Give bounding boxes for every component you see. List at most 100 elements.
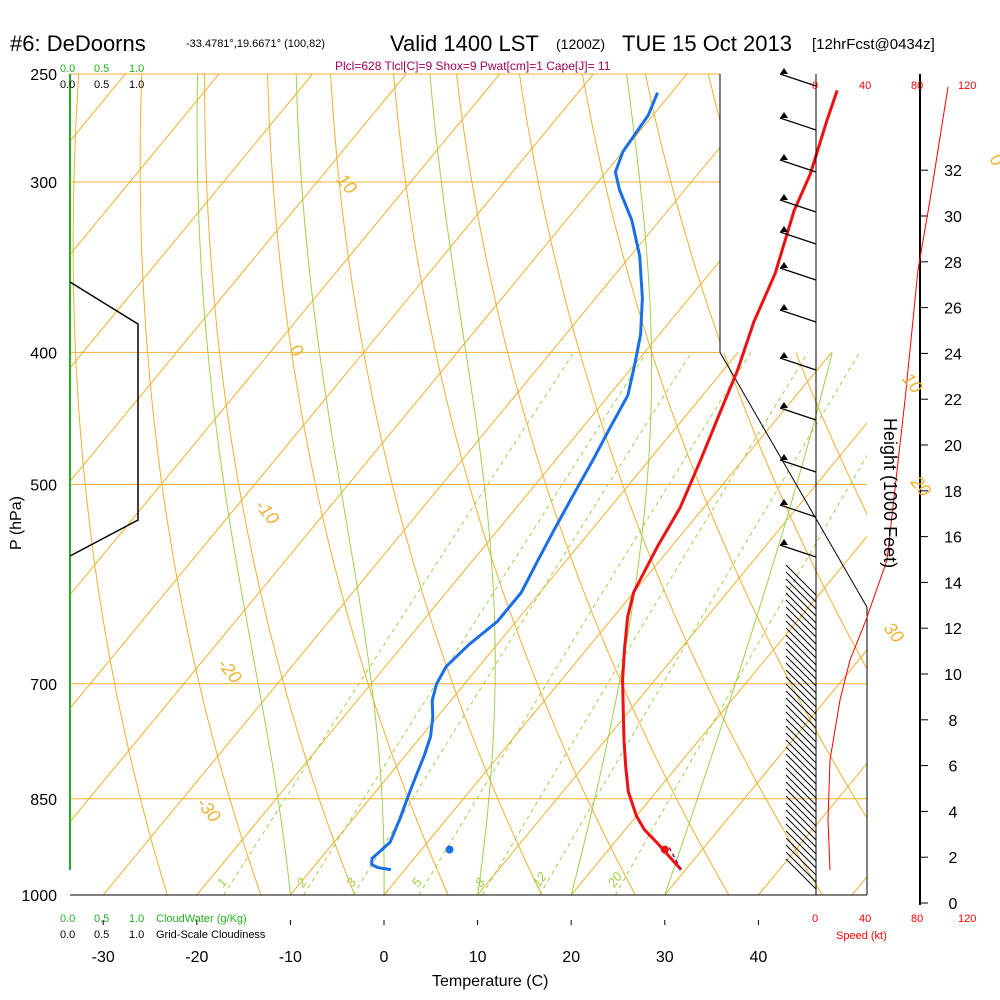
station-coords: -33.4781°,19.6671° (100,82) bbox=[186, 38, 325, 50]
height-tick-label: 18 bbox=[944, 484, 962, 501]
height-tick-label: 4 bbox=[949, 804, 958, 821]
dry-adiabat-lines bbox=[72, 74, 867, 895]
wind-barb-shaft bbox=[785, 634, 817, 666]
wind-barb-shaft bbox=[785, 718, 817, 750]
moist-adiabat bbox=[429, 74, 496, 895]
speed-axis-bottom: 0 40 80 120 Speed (kt) bbox=[812, 913, 976, 942]
height-tick-label: 10 bbox=[944, 667, 962, 684]
wind-barb-shaft bbox=[785, 788, 817, 820]
wind-barb-shaft bbox=[785, 774, 817, 806]
wind-barb-shaft bbox=[785, 690, 817, 722]
pressure-tick-label: 1000 bbox=[21, 888, 57, 905]
cloudiness-bottom-tick-0: 0.0 bbox=[60, 929, 75, 941]
x-tick-label: 0 bbox=[380, 949, 389, 966]
moist-adiabat bbox=[196, 74, 291, 895]
height-tick-label: 26 bbox=[944, 301, 962, 318]
wind-barb-shaft bbox=[785, 606, 817, 638]
wind-barb-shaft bbox=[779, 309, 817, 323]
wind-barb-shaft bbox=[785, 795, 817, 827]
isotherm-line bbox=[70, 74, 220, 895]
height-tick-label: 6 bbox=[949, 759, 958, 776]
wind-barb-shaft bbox=[785, 585, 817, 617]
pressure-tick-label: 250 bbox=[30, 67, 57, 84]
speed-bottom-tick-1: 40 bbox=[859, 913, 871, 925]
speed-top-tick-2: 80 bbox=[911, 80, 923, 92]
speed-bottom-tick-3: 120 bbox=[958, 913, 976, 925]
wind-barb-flag bbox=[780, 68, 788, 74]
wind-barb-shaft bbox=[785, 669, 817, 701]
cloudwater-bottom-tick-0: 0.0 bbox=[60, 913, 75, 925]
wind-barb-shaft bbox=[785, 648, 817, 680]
cloudwater-top-scale: 0.0 0.5 1.0 0.0 0.5 1.0 bbox=[60, 63, 144, 91]
speed-top-tick-1: 40 bbox=[859, 80, 871, 92]
wind-barb-shaft bbox=[785, 830, 817, 862]
cloudwater-tick-2: 1.0 bbox=[129, 63, 144, 75]
frame-right-lower bbox=[719, 352, 868, 895]
wind-barb-shaft bbox=[779, 159, 817, 173]
x-tick-label: -30 bbox=[92, 949, 115, 966]
wind-barbs bbox=[779, 68, 817, 890]
cloudiness-bottom-tick-1: 0.5 bbox=[94, 929, 109, 941]
wind-barb-shaft bbox=[785, 781, 817, 813]
wind-barb-shaft bbox=[785, 858, 817, 890]
temperature-line bbox=[621, 89, 839, 871]
wind-barb-flag bbox=[780, 194, 788, 200]
wind-barb-shaft bbox=[785, 753, 817, 785]
wind-barb-shaft bbox=[785, 571, 817, 603]
isotherm-label: 0 bbox=[986, 150, 1000, 171]
wind-barb-shaft bbox=[785, 711, 817, 743]
wind-barb-shaft bbox=[785, 809, 817, 841]
wind-barb-flag bbox=[780, 112, 788, 118]
wind-barb-shaft bbox=[785, 739, 817, 771]
cloudiness-tick-0: 0.0 bbox=[60, 79, 75, 91]
x-tick-label: -20 bbox=[185, 949, 208, 966]
height-tick-label: 24 bbox=[944, 346, 962, 363]
wind-barb-shaft bbox=[785, 641, 817, 673]
cloudiness-bottom-tick-2: 1.0 bbox=[129, 929, 144, 941]
wind-barb-shaft bbox=[785, 844, 817, 876]
wind-barb-shaft bbox=[785, 599, 817, 631]
x-axis-title: Temperature (C) bbox=[432, 973, 548, 990]
wind-barb-shaft bbox=[785, 578, 817, 610]
height-tick-label: 14 bbox=[944, 575, 962, 592]
wind-barb-shaft bbox=[785, 837, 817, 869]
height-tick-label: 20 bbox=[944, 438, 962, 455]
dry-adiabat bbox=[640, 74, 867, 895]
dry-adiabat bbox=[139, 74, 262, 895]
sounding-series bbox=[370, 89, 839, 872]
dry-adiabat bbox=[515, 74, 823, 895]
wind-barb-shaft bbox=[785, 851, 817, 883]
x-tick-label: 30 bbox=[656, 949, 674, 966]
cloudiness-tick-2: 1.0 bbox=[129, 79, 144, 91]
height-tick-label: 22 bbox=[944, 392, 962, 409]
wind-barb-flag bbox=[780, 402, 788, 408]
wind-speed-profile bbox=[815, 74, 949, 895]
wind-barb-shaft bbox=[785, 676, 817, 708]
wind-barb-flag bbox=[780, 226, 788, 232]
wind-barb-flag bbox=[780, 352, 788, 358]
wind-barb-shaft bbox=[785, 655, 817, 687]
wind-barb-shaft bbox=[785, 697, 817, 729]
wind-barb-shaft bbox=[779, 117, 817, 131]
wind-barb-shaft bbox=[785, 620, 817, 652]
height-tick-label: 30 bbox=[944, 209, 962, 226]
valid-time: Valid 1400 LST bbox=[390, 31, 539, 56]
wind-barb-shaft bbox=[785, 732, 817, 764]
forecast-tag: [12hrFcst@0434z] bbox=[812, 36, 935, 53]
mixing-ratio-line bbox=[303, 352, 648, 895]
dry-adiabat bbox=[453, 74, 730, 895]
wind-barb-shaft bbox=[779, 544, 817, 558]
speed-bottom-tick-2: 80 bbox=[911, 913, 923, 925]
pressure-tick-label: 300 bbox=[30, 175, 57, 192]
speed-top-tick-0: 0 bbox=[812, 80, 818, 92]
mixing-ratio-line bbox=[481, 352, 809, 895]
isotherm-label: 30 bbox=[880, 618, 908, 646]
isotherm-label: 10 bbox=[898, 369, 926, 397]
cloudwater-label: CloudWater (g/Kg) bbox=[156, 913, 247, 925]
height-tick-label: 8 bbox=[949, 713, 958, 730]
wind-barb-flag bbox=[780, 304, 788, 310]
height-tick-label: 12 bbox=[944, 621, 962, 638]
isotherm-line bbox=[0, 74, 32, 895]
x-tick-label: 10 bbox=[469, 949, 487, 966]
wind-barb-shaft bbox=[779, 231, 817, 245]
